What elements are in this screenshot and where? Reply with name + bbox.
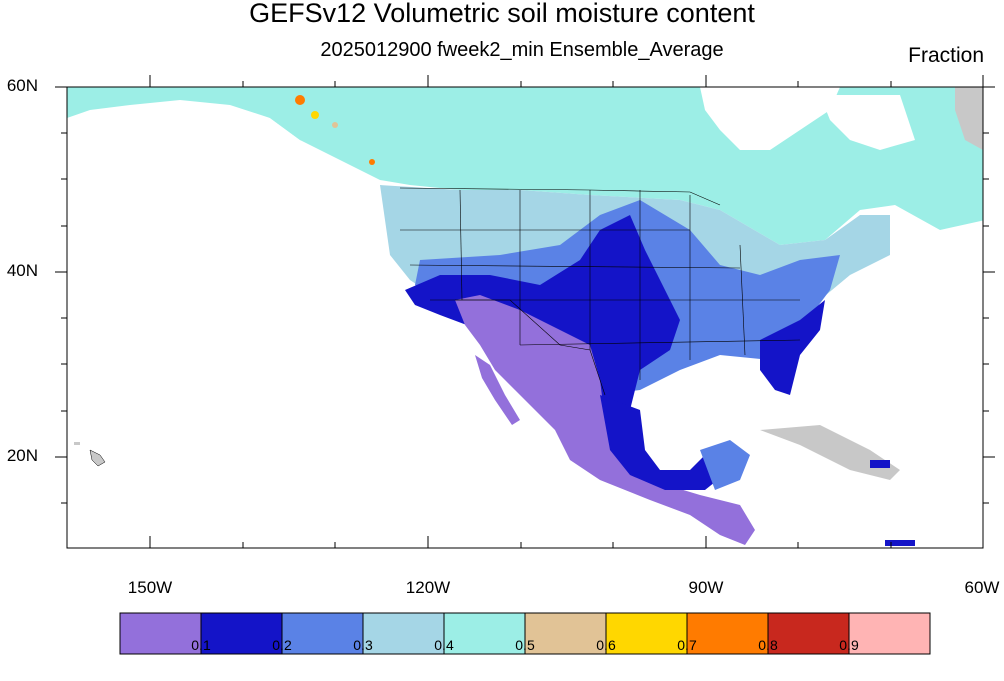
lon-label-60w: 60W [964, 578, 1000, 597]
colorbar-tick-label: 0.8 [758, 637, 778, 653]
colorbar-tick-label: 0.7 [677, 637, 697, 653]
axis-ticks [55, 75, 995, 548]
colorbar-swatch [848, 612, 931, 655]
colorbar-swatch [524, 612, 607, 655]
lon-label-150w: 150W [127, 578, 173, 597]
lon-label-90w: 90W [688, 578, 724, 597]
region-caribbean [760, 425, 900, 480]
colorbar-tick-label: 0.6 [596, 637, 616, 653]
region-high-speck-2 [311, 111, 319, 119]
region-hudson-bay [700, 87, 840, 150]
colorbar-swatch [200, 612, 283, 655]
colorbar-tick-label: 0.9 [839, 637, 859, 653]
colorbar-swatch [362, 612, 445, 655]
colorbar-tick-label: 0.4 [434, 637, 454, 653]
region-island-2 [885, 540, 915, 546]
colorbar-swatch [119, 612, 202, 655]
colorbar [119, 612, 931, 655]
colorbar-tick-label: 0.1 [191, 637, 211, 653]
colorbar-swatch [443, 612, 526, 655]
lat-label-20n: 20N [6, 446, 38, 465]
colorbar-swatch [605, 612, 688, 655]
map-title: GEFSv12 Volumetric soil moisture content [249, 0, 755, 28]
region-yucatan [700, 440, 750, 490]
lat-label-60n: 60N [6, 76, 38, 95]
lat-label-40n: 40N [6, 261, 38, 280]
soil-moisture-field [67, 87, 983, 546]
region-hawaii [89, 449, 106, 467]
region-missing-northeast [955, 87, 983, 150]
region-high-speck-4 [332, 122, 338, 128]
region-southeast-dry [760, 300, 825, 395]
colorbar-tick-label: 0.5 [515, 637, 535, 653]
colorbar-tick-label: 0.2 [272, 637, 292, 653]
region-baja [475, 355, 520, 425]
region-high-speck-3 [369, 159, 375, 165]
region-gulf-coast [600, 395, 730, 490]
political-boundaries [399, 187, 801, 396]
lon-label-120w: 120W [405, 578, 451, 597]
region-hawaii-small [74, 442, 80, 445]
units-label: Fraction [908, 44, 984, 67]
colorbar-tick-label: 0.3 [353, 637, 373, 653]
region-island-1 [870, 460, 890, 468]
region-alaska [67, 87, 340, 150]
colorbar-swatch [686, 612, 769, 655]
region-hudson-bay-east [820, 95, 915, 150]
colorbar-swatch [281, 612, 364, 655]
region-high-speck-1 [295, 95, 305, 105]
map-subtitle: 2025012900 fweek2_min Ensemble_Average [320, 39, 724, 61]
